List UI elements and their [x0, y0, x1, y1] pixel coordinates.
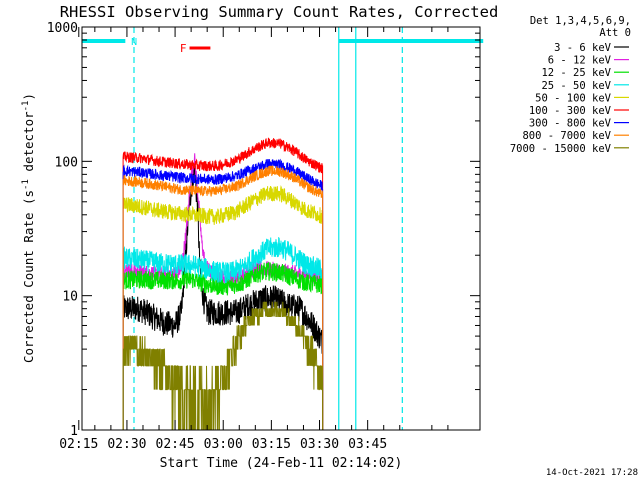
legend-entry-label: 300 - 800 keV — [529, 118, 612, 130]
x-tick-label: 02:45 — [156, 437, 195, 452]
y-tick-label: 1000 — [47, 21, 78, 36]
legend-entry-label: 7000 - 15000 keV — [510, 143, 612, 155]
series-line — [122, 158, 324, 431]
y-axis: 1 10 100 1000 — [47, 21, 480, 439]
y-axis-label-part: detector — [21, 111, 36, 179]
y-tick-label: 1 — [70, 424, 78, 439]
y-axis-label-part: Corrected Count Rate (s — [21, 190, 36, 363]
y-tick-label: 100 — [55, 155, 78, 170]
legend-header: Att 0 — [599, 27, 631, 39]
y-axis-label: Corrected Count Rate (s-1 detector-1) — [21, 93, 36, 363]
legend-entry-label: 100 - 300 keV — [529, 105, 612, 117]
x-tick-label: 03:15 — [252, 437, 291, 452]
flare-indicator: F — [180, 42, 211, 55]
x-tick-label: 03:30 — [300, 437, 339, 452]
series-line — [122, 185, 324, 431]
night-label: N — [131, 37, 137, 48]
series-line — [122, 262, 324, 431]
x-tick-label: 03:00 — [204, 437, 243, 452]
x-tick-label: 02:15 — [59, 437, 98, 452]
legend-entry-label: 6 - 12 keV — [548, 55, 612, 67]
series-line — [122, 301, 324, 431]
x-axis-label: Start Time (24-Feb-11 02:14:02) — [160, 456, 403, 471]
legend-entry-label: 25 - 50 keV — [541, 80, 611, 92]
series-line — [122, 165, 324, 431]
night-bars: N — [82, 27, 484, 430]
series-line — [122, 164, 324, 431]
flare-label: F — [180, 42, 187, 55]
legend-entry-label: 800 - 7000 keV — [522, 130, 611, 142]
y-axis-label-part: ) — [21, 93, 36, 101]
x-tick-label: 02:30 — [107, 437, 146, 452]
x-axis: 02:15 02:30 02:45 03:00 03:15 03:30 03:45 — [59, 27, 481, 452]
series-line — [122, 237, 324, 431]
legend-entry-label: 12 - 25 keV — [541, 67, 611, 79]
x-tick-label: 03:45 — [348, 437, 387, 452]
series-line — [122, 137, 324, 431]
plot-area: N F 1 10 100 1000 02:15 02:30 02:45 03:00 03:15… — [47, 21, 484, 452]
y-axis-label-superscript: -1 — [21, 179, 31, 190]
legend-header: Det 1,3,4,5,6,9, — [530, 15, 631, 27]
legend-entry-label: 3 - 6 keV — [554, 42, 612, 54]
footer-timestamp: 14-Oct-2021 17:28 — [546, 468, 638, 478]
y-axis-label-superscript: -1 — [21, 101, 31, 112]
y-tick-label: 10 — [62, 290, 78, 305]
plot-frame — [81, 26, 481, 431]
series-layer — [122, 137, 324, 431]
legend-entry-label: 50 - 100 keV — [535, 92, 612, 104]
chart-title: RHESSI Observing Summary Count Rates, Co… — [60, 3, 499, 21]
